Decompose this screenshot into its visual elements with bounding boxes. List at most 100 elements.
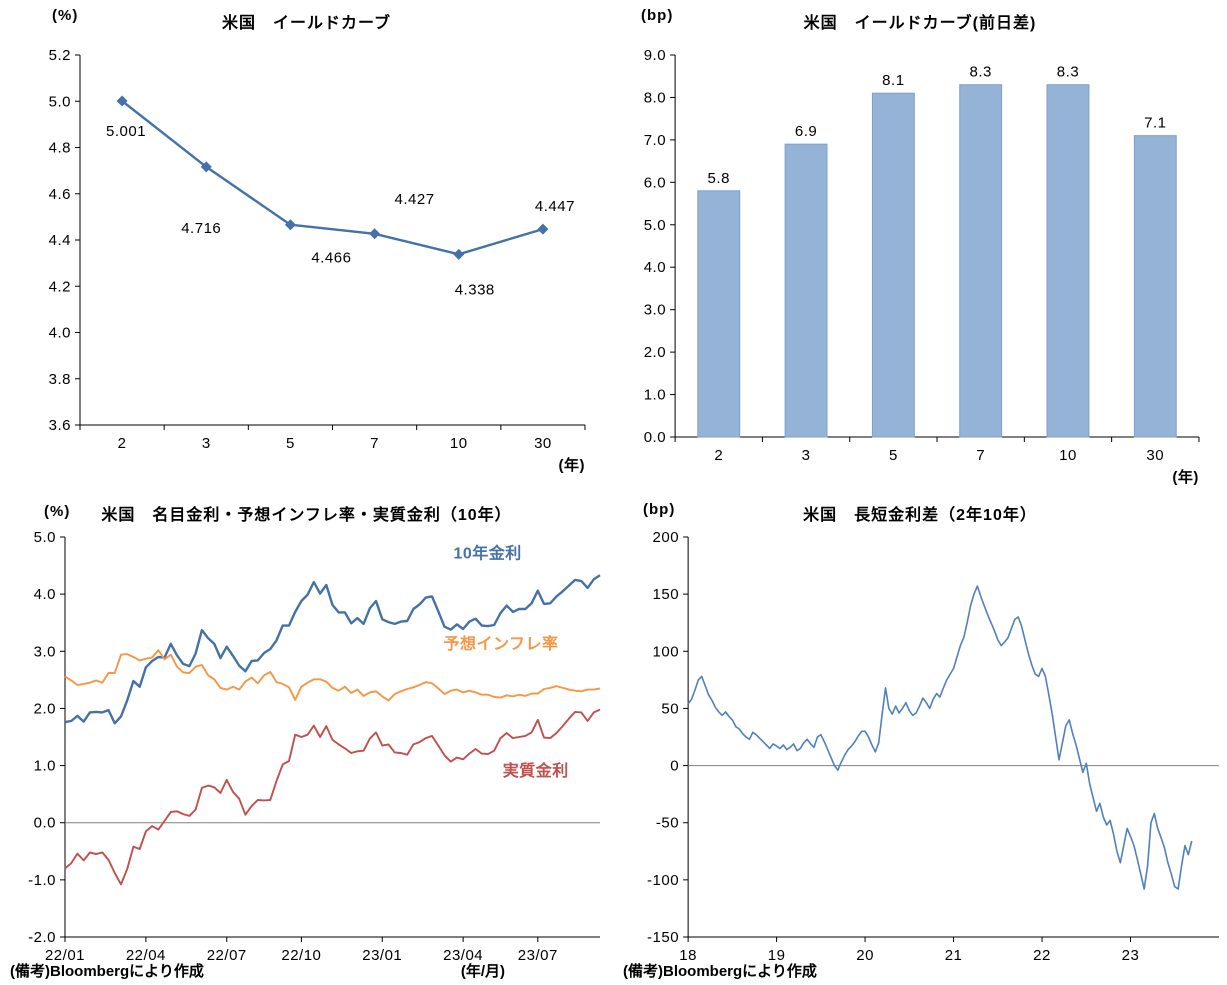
diamond-marker	[284, 219, 296, 231]
y-tick-label: 5.0	[49, 93, 71, 110]
x-tick-label: 3	[202, 435, 211, 452]
diamond-marker	[453, 248, 465, 260]
x-axis-unit-label: (年)	[1172, 468, 1199, 486]
bar-value-label: 8.3	[1057, 64, 1079, 81]
chart-title: 米国 名目金利・予想インフレ率・実質金利（10年）	[101, 507, 512, 524]
diamond-marker	[369, 228, 381, 240]
x-tick-label: 23/07	[518, 947, 558, 964]
x-tick-label: 23	[1122, 947, 1140, 964]
x-tick-label: 10	[1059, 447, 1077, 464]
series-line	[121, 100, 544, 256]
bar-2y	[697, 190, 741, 438]
y-tick-label: 3.8	[49, 371, 71, 388]
x-tick-label: 21	[945, 947, 963, 964]
y-tick-label: 4.0	[34, 586, 56, 603]
x-tick-label: 22/04	[126, 947, 166, 964]
y-tick-label: 8.0	[644, 89, 666, 106]
series-inline-label-0: 10年金利	[453, 544, 521, 563]
source-note: (備考)Bloombergにより作成	[623, 963, 817, 980]
spread-2s10s-chart-canvas: -150 -100 -50 0 50 100 150 200 18 19 20 21 22 23	[647, 529, 1219, 964]
yield-curve-chart-canvas: 3.6 3.8 4.0 4.2 4.4 4.6 4.8 5.0 5.2 2 3 5 7 10 30 5.001…	[49, 47, 586, 474]
x-tick-label: 30	[534, 435, 552, 452]
x-tick-label: 30	[1146, 447, 1164, 464]
y-axis-unit-label: (bp)	[641, 7, 674, 24]
series-line-1	[64, 649, 601, 702]
bar-value-label: 8.1	[882, 72, 904, 89]
bar-value-label: 8.3	[969, 64, 991, 81]
y-tick-label: 1.0	[644, 387, 666, 404]
y-tick-label: 100	[653, 643, 680, 660]
y-tick-label: 4.8	[49, 140, 71, 157]
point-value-label: 4.447	[535, 198, 575, 215]
y-tick-label: 5.2	[49, 47, 71, 64]
diamond-marker	[200, 161, 212, 173]
bar-30y	[1133, 135, 1177, 438]
y-tick-label: -2.0	[28, 929, 56, 946]
source-note: (備考)Bloombergにより作成	[10, 963, 204, 980]
series-line-0	[64, 574, 601, 725]
y-tick-label: 5.0	[34, 529, 56, 546]
y-tick-label: 200	[653, 529, 680, 546]
point-value-label: 4.338	[455, 281, 495, 298]
x-tick-label: 20	[856, 947, 874, 964]
y-tick-label: 0	[670, 758, 679, 775]
series-inline-label-2: 実質金利	[503, 761, 569, 780]
series-line-2	[64, 708, 601, 886]
diamond-marker	[116, 95, 128, 107]
x-tick-label: 7	[370, 435, 379, 452]
y-tick-label: 1.0	[34, 758, 56, 775]
panel-yield-curve: (%) 米国 イールドカーブ 3.6 3.8 4.0 4.2 4.4 4.6 4.8 5.0 5…	[0, 0, 613, 492]
y-tick-label: -50	[656, 815, 679, 832]
y-axis-unit-label: (%)	[52, 7, 79, 24]
x-tick-label: 23/04	[443, 947, 483, 964]
x-tick-label: 22/10	[281, 947, 321, 964]
x-axis-unit-label: (年/月)	[460, 963, 505, 980]
panel-rates-10y: (%) 米国 名目金利・予想インフレ率・実質金利（10年） -2.0 -1.0 0.…	[0, 492, 613, 985]
bar-value-label: 7.1	[1144, 115, 1166, 132]
y-tick-label: 4.4	[49, 232, 71, 249]
series-line-0	[687, 585, 1193, 890]
point-value-label: 4.466	[311, 250, 351, 267]
y-tick-label: -150	[647, 929, 679, 946]
chart-title: 米国 長短金利差（2年10年）	[803, 507, 1037, 524]
y-tick-label: 3.0	[34, 643, 56, 660]
x-tick-label: 3	[802, 447, 811, 464]
x-tick-label: 22/01	[45, 947, 85, 964]
series-inline-label-1: 予想インフレ率	[444, 634, 559, 653]
y-tick-label: 4.0	[644, 259, 666, 276]
y-tick-label: 0.0	[644, 429, 666, 446]
y-tick-label: -100	[647, 872, 679, 889]
x-tick-label: 7	[976, 447, 985, 464]
y-tick-label: 2.0	[644, 344, 666, 361]
x-axis-unit-label: (年)	[559, 456, 586, 474]
y-tick-label: -1.0	[28, 872, 56, 889]
x-tick-label: 22/07	[207, 947, 247, 964]
y-tick-label: 6.0	[644, 174, 666, 191]
x-tick-label: 2	[118, 435, 127, 452]
x-tick-label: 18	[679, 947, 697, 964]
y-tick-label: 3.0	[644, 302, 666, 319]
y-tick-label: 2.0	[34, 700, 56, 717]
y-tick-label: 150	[653, 586, 680, 603]
x-tick-label: 22	[1033, 947, 1051, 964]
y-tick-label: 7.0	[644, 132, 666, 149]
diamond-marker	[537, 223, 549, 235]
y-tick-label: 3.6	[49, 417, 71, 434]
point-value-label: 4.427	[395, 191, 435, 208]
y-tick-label: 0.0	[34, 815, 56, 832]
bar-3y	[784, 143, 828, 438]
x-tick-label: 5	[889, 447, 898, 464]
panel-yield-curve-change: (bp) 米国 イールドカーブ(前日差) 0.0 1.0 2.0 3.0 4.0 5.0 6…	[613, 0, 1227, 492]
point-value-label: 4.716	[181, 220, 221, 237]
y-axis-unit-label: (bp)	[643, 501, 676, 518]
bar-10y	[1046, 84, 1090, 438]
y-tick-label: 4.2	[49, 278, 71, 295]
x-tick-label: 2	[714, 447, 723, 464]
yield-curve-change-chart-canvas: 0.0 1.0 2.0 3.0 4.0 5.0 6.0 7.0 8.0 9.0 2 3 5 7 10 30 5.…	[644, 47, 1200, 486]
chart-title: 米国 イールドカーブ(前日差)	[803, 15, 1037, 32]
x-tick-label: 10	[450, 435, 468, 452]
point-value-label: 5.001	[106, 123, 146, 140]
x-tick-label: 5	[286, 435, 295, 452]
chart-title: 米国 イールドカーブ	[221, 15, 392, 32]
